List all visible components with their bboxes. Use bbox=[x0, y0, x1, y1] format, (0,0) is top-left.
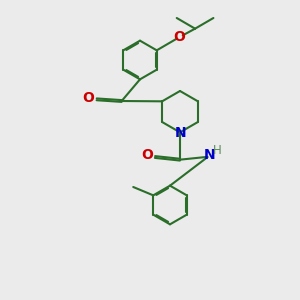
Text: N: N bbox=[175, 126, 187, 140]
Text: O: O bbox=[142, 148, 154, 162]
Text: H: H bbox=[213, 145, 221, 158]
Text: O: O bbox=[173, 30, 185, 44]
Text: O: O bbox=[82, 91, 94, 105]
Text: N: N bbox=[204, 148, 216, 162]
